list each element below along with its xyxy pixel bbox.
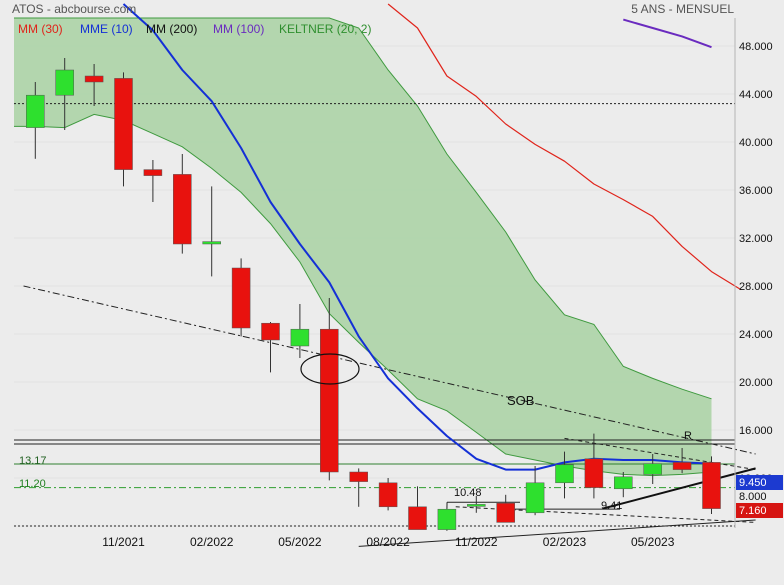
last-price-badge: 9.450 — [739, 477, 767, 489]
chart-title: ATOS - abcbourse.com — [12, 2, 136, 16]
candle — [84, 64, 104, 106]
y-tick-label: 20.000 — [739, 377, 773, 389]
candle — [496, 494, 515, 523]
candle — [525, 466, 545, 516]
y-tick-label: 36.000 — [739, 185, 773, 197]
candle — [584, 433, 604, 499]
candle-body — [55, 69, 74, 96]
candle — [378, 478, 398, 511]
candle-body — [349, 471, 368, 482]
candle-body — [261, 322, 280, 341]
y-tick-label: 44.000 — [739, 89, 773, 101]
x-tick-label: 02/2022 — [190, 535, 234, 549]
legend-mme10: MME (10) — [80, 22, 133, 36]
trend-line — [358, 519, 756, 547]
candle-body — [496, 502, 515, 523]
y-tick-label: 32.000 — [739, 233, 773, 245]
candle — [26, 82, 45, 159]
candle-body — [231, 267, 251, 329]
candle — [231, 258, 251, 337]
candle — [349, 468, 368, 507]
y-tick-label: 48.000 — [739, 41, 773, 53]
trend-line — [564, 437, 756, 471]
level-1120-label: 11.20 — [19, 478, 46, 490]
last-price-badge-bg — [736, 475, 783, 490]
low-price-badge: 7.160 — [739, 505, 767, 517]
candle-body — [320, 328, 339, 473]
candle — [114, 72, 133, 187]
x-axis-tick-labels: 11/2021 02/2022 05/2022 08/2022 11/2022 02/20… — [102, 535, 674, 549]
candle — [643, 454, 662, 484]
candle-body — [467, 504, 486, 507]
candle-body — [378, 482, 398, 508]
keltner-upper-line — [14, 17, 712, 400]
sob-annotation: SOB — [507, 393, 534, 408]
mm-100-line — [623, 18, 712, 49]
low-price-badge-bg — [736, 503, 783, 518]
candle — [702, 456, 721, 514]
legend-mm100: MM (100) — [213, 22, 264, 36]
keltner-band-fill — [14, 18, 712, 476]
candle — [672, 448, 692, 474]
legend-mm30: MM (30) — [18, 22, 63, 36]
y-tick-label: 40.000 — [739, 137, 773, 149]
x-tick-label: 08/2022 — [366, 535, 410, 549]
mm-30-line — [387, 3, 742, 291]
level-1048-label: 10.48 — [454, 487, 482, 499]
candle-body — [408, 506, 427, 530]
r-annotation: R — [684, 430, 692, 442]
candle-body — [584, 458, 604, 488]
y-tick-label: 24.000 — [739, 329, 773, 341]
y-tick-label: 28.000 — [739, 281, 773, 293]
candle — [55, 58, 74, 130]
candle — [614, 472, 633, 498]
candle — [143, 160, 163, 202]
moving-averages — [122, 3, 742, 471]
candle-body — [114, 78, 133, 170]
candle — [555, 451, 574, 499]
level-1317-label: 13.17 — [19, 455, 47, 467]
candle-body — [26, 94, 45, 128]
candle-body — [643, 463, 662, 475]
candle-body — [84, 75, 104, 83]
candle-body — [290, 328, 310, 347]
legend-mm200: MM (200) — [146, 22, 197, 36]
candle-body — [672, 462, 692, 470]
candle-body — [614, 476, 633, 490]
x-tick-label: 05/2022 — [278, 535, 322, 549]
candle — [467, 496, 486, 513]
x-tick-label: 05/2023 — [631, 535, 675, 549]
support-price-label: 8.000 — [739, 491, 767, 503]
breakdown-ellipse-marker — [300, 353, 360, 385]
candle-body — [702, 462, 721, 509]
candle-body — [437, 508, 457, 530]
candle — [290, 304, 310, 358]
candle-body — [173, 174, 192, 245]
trend-line — [602, 467, 756, 510]
candle-body — [202, 241, 221, 245]
candlesticks — [26, 58, 721, 531]
x-tick-label: 11/2022 — [455, 535, 498, 549]
y-tick-label: 16.000 — [739, 425, 773, 437]
trend-line — [23, 285, 756, 455]
candle — [173, 154, 192, 254]
candle — [261, 322, 280, 373]
candle — [408, 486, 427, 530]
mme-10-line — [122, 3, 712, 471]
candle-body — [555, 464, 574, 484]
x-tick-label: 02/2023 — [543, 535, 587, 549]
legend-keltner: KELTNER (20, 2) — [279, 22, 371, 36]
x-tick-label: 11/2021 — [102, 535, 145, 549]
level-941-label: 9.41 — [601, 500, 622, 512]
candle-body — [525, 482, 545, 514]
candle — [202, 186, 221, 277]
candle — [437, 505, 457, 531]
candle — [320, 298, 339, 481]
chart-period: 5 ANS - MENSUEL — [631, 2, 734, 16]
candle-body — [143, 169, 163, 176]
